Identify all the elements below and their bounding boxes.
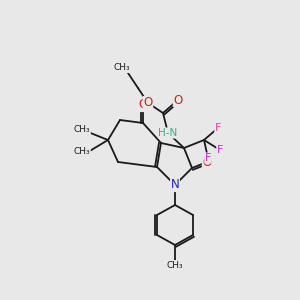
Text: O: O — [143, 97, 153, 110]
Text: CH₃: CH₃ — [167, 260, 183, 269]
Text: F: F — [215, 123, 221, 133]
Text: CH₃: CH₃ — [74, 125, 90, 134]
Text: O: O — [138, 98, 148, 112]
Text: CH₃: CH₃ — [114, 64, 130, 73]
Text: CH₃: CH₃ — [74, 148, 90, 157]
Text: F: F — [205, 153, 211, 163]
Text: O: O — [202, 155, 211, 169]
Text: H-N: H-N — [158, 128, 178, 138]
Text: N: N — [171, 178, 179, 191]
Text: F: F — [217, 145, 223, 155]
Text: O: O — [173, 94, 183, 106]
